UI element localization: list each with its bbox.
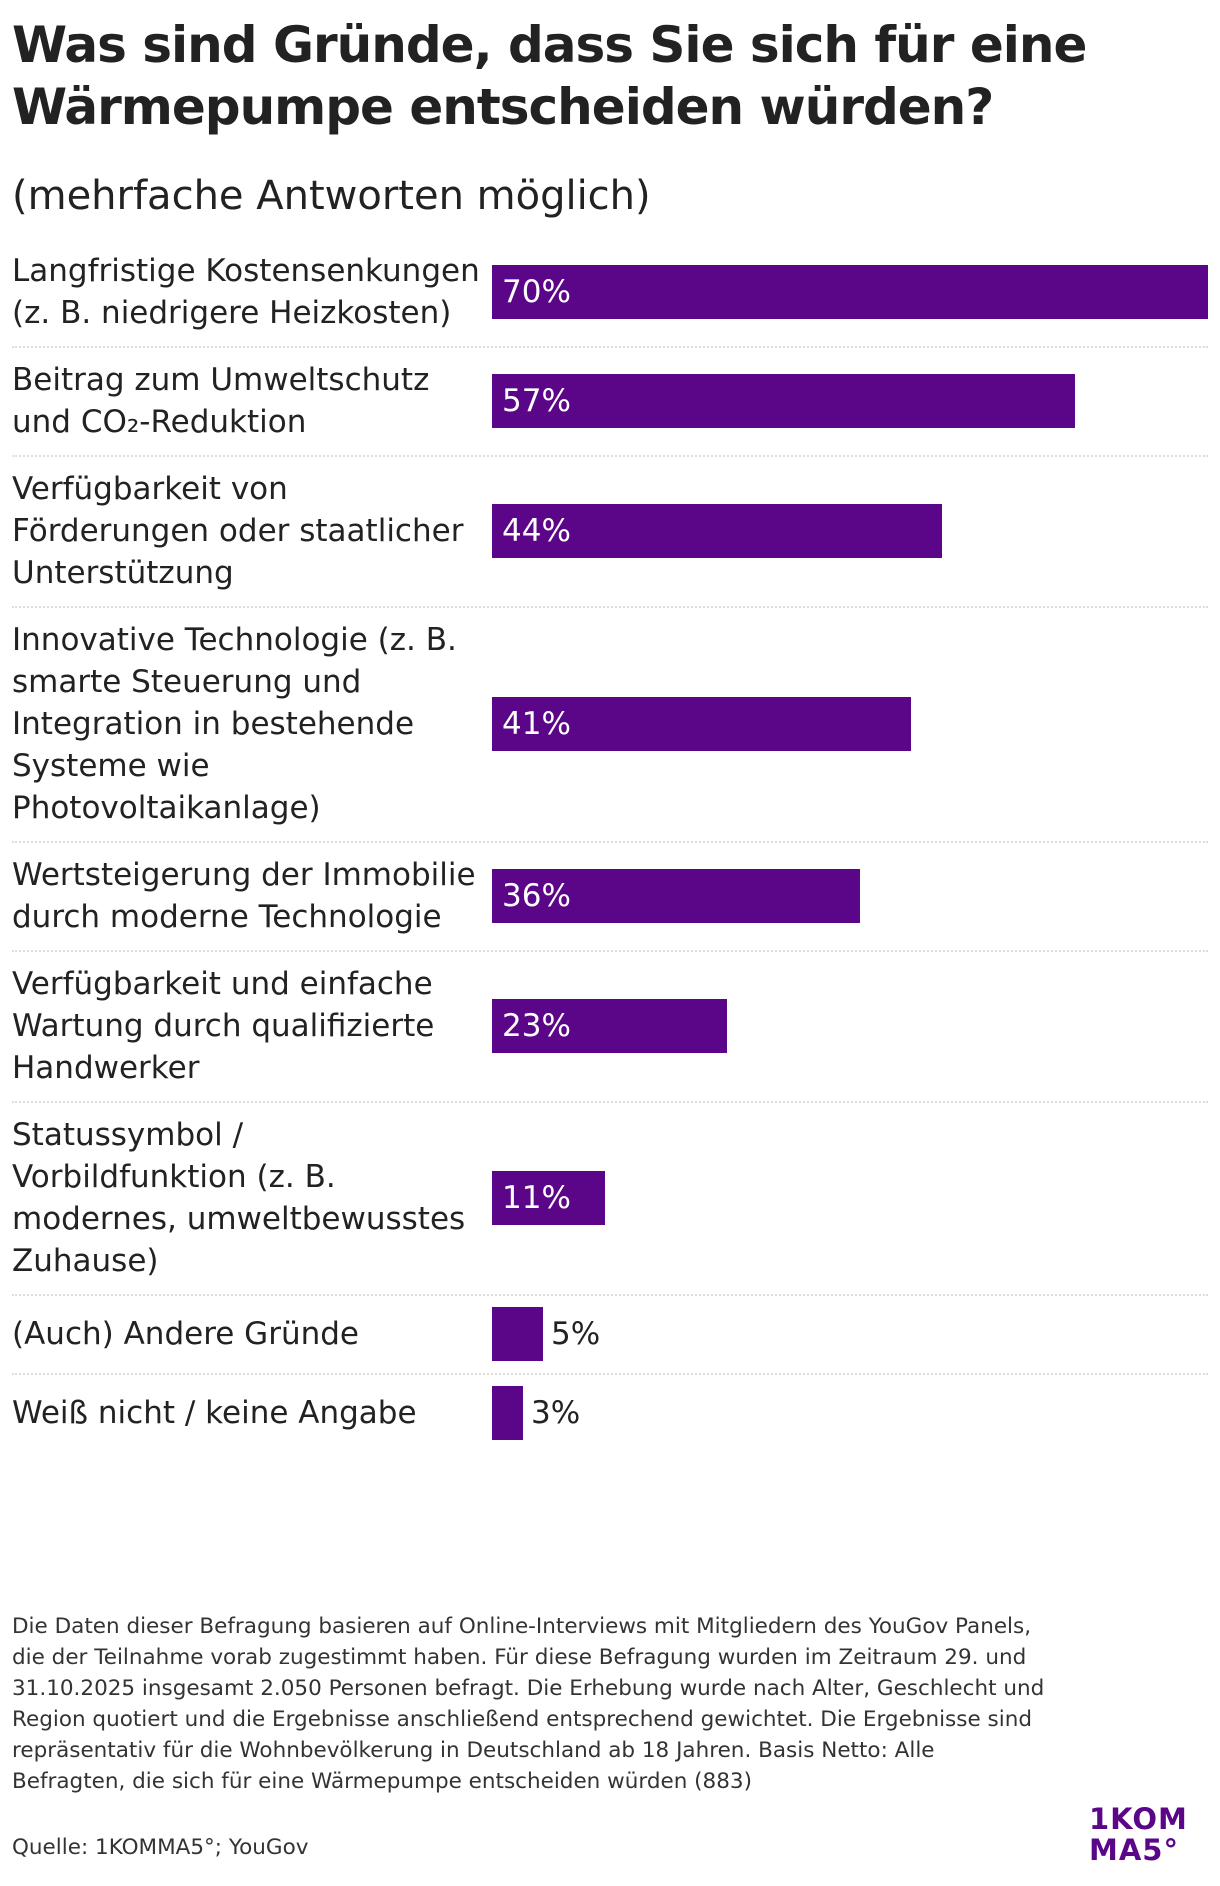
value-label: 23% [502,1008,571,1044]
source-note: Quelle: 1KOMMA5°; YouGov [12,1835,309,1860]
chart-row: Langfristige Kostensenkungen (z. B. nied… [12,239,1208,348]
value-label: 5% [551,1316,601,1352]
chart-row: Weiß nicht / keine Angabe 3% [12,1375,1208,1452]
bar-track: 57% [492,374,1208,428]
bar-track: 70% [492,265,1208,319]
chart-row: Wertsteigerung der Immobilie durch moder… [12,843,1208,952]
brand-logo: 1KOM MA5° [1089,1804,1201,1866]
bar-track: 44% [492,504,1208,558]
category-label: Verfügbarkeit von Förderungen oder staat… [12,471,464,591]
bar [492,374,1075,428]
bar [492,1307,543,1361]
bar [492,999,727,1053]
category-label: Innovative Technologie (z. B. smarte Ste… [12,622,457,826]
category-label: Wertsteigerung der Immobilie durch moder… [12,857,476,935]
value-label: 41% [502,706,571,742]
category-label: (Auch) Andere Gründe [12,1316,359,1352]
logo-line-1: 1KOM [1089,1802,1188,1836]
bar [492,1386,523,1440]
bar-track: 36% [492,869,1208,923]
value-label: 3% [531,1395,581,1431]
value-label: 11% [502,1180,571,1216]
category-label: Langfristige Kostensenkungen (z. B. nied… [12,253,480,331]
chart-row: Statussymbol / Vorbildfunktion (z. B. mo… [12,1103,1208,1296]
category-label: Statussymbol / Vorbildfunktion (z. B. mo… [12,1117,466,1279]
bar [492,1171,605,1225]
chart-row: (Auch) Andere Gründe 5% [12,1296,1208,1375]
bar-track: 3% [492,1386,1208,1440]
value-label: 44% [502,513,571,549]
methodology-note: Die Daten dieser Befragung basieren auf … [12,1614,1045,1794]
bar-chart: Langfristige Kostensenkungen (z. B. nied… [12,239,1208,1452]
logo-line-2: MA5° [1089,1833,1179,1867]
bar [492,504,942,558]
bar [492,697,911,751]
value-label: 57% [502,383,571,419]
chart-row: Verfügbarkeit und einfache Wartung durch… [12,952,1208,1103]
category-label: Beitrag zum Umweltschutz und CO₂-Redukti… [12,362,430,440]
bar-track: 5% [492,1307,1208,1361]
value-label: 70% [502,274,571,310]
category-label: Weiß nicht / keine Angabe [12,1395,417,1431]
value-label: 36% [502,878,571,914]
bar-track: 11% [492,1171,1208,1225]
chart-row: Beitrag zum Umweltschutz und CO₂-Redukti… [12,348,1208,457]
chart-row: Verfügbarkeit von Förderungen oder staat… [12,457,1208,608]
chart-row: Innovative Technologie (z. B. smarte Ste… [12,608,1208,843]
chart-subtitle: (mehrfache Antworten möglich) [12,173,651,219]
bar-track: 23% [492,999,1208,1053]
chart-title: Was sind Gründe, dass Sie sich für eine … [12,16,1087,136]
bar-track: 41% [492,697,1208,751]
category-label: Verfügbarkeit und einfache Wartung durch… [12,966,435,1086]
bar [492,265,1208,319]
bar [492,869,860,923]
